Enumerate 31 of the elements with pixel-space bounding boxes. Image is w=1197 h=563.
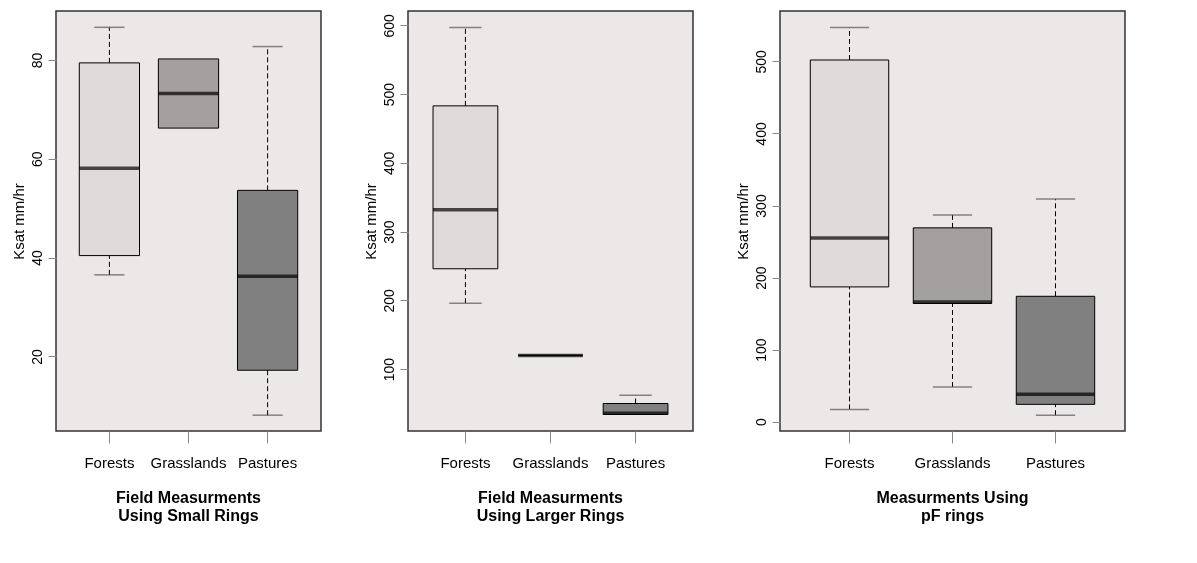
y-tick-label: 300: [752, 194, 769, 218]
y-tick-label: 40: [28, 250, 45, 266]
y-axis-title: Ksat mm/hr: [361, 183, 379, 260]
x-tick-label: Grasslands: [150, 453, 227, 471]
y-axis-title: Ksat mm/hr: [9, 183, 27, 260]
y-tick-label: 0: [752, 418, 769, 427]
y-tick-label: 20: [28, 348, 45, 365]
y-tick-label: 200: [380, 289, 397, 313]
x-tick-label: Pastures: [238, 453, 298, 471]
x-tick-label: Forests: [84, 453, 135, 471]
y-tick-label: 400: [380, 151, 397, 176]
y-tick-label: 500: [380, 82, 397, 107]
y-tick-label: 300: [380, 220, 397, 244]
x-tick-label: Pastures: [605, 453, 666, 471]
y-tick-label: 400: [752, 122, 769, 146]
y-tick-label: 100: [380, 357, 397, 382]
y-tick-label: 200: [752, 266, 769, 290]
y-tick-label: 100: [752, 338, 769, 362]
text: Measurments Using pF rings: [876, 489, 1029, 524]
x-tick-label: Grasslands: [512, 453, 589, 471]
text: Field Measurments Using Larger Rings: [476, 489, 625, 524]
y-tick-label: 80: [28, 52, 45, 69]
y-axis-title: Ksat mm/hr: [733, 183, 751, 260]
x-tick-label: Pastures: [1025, 453, 1086, 471]
y-tick-label: 60: [28, 151, 45, 168]
y-tick-label: 500: [752, 50, 769, 74]
text: Field Measurments Using Small Rings: [116, 489, 262, 524]
y-tick-label: 600: [380, 14, 397, 38]
x-tick-label: Forests: [440, 453, 491, 471]
x-tick-label: Grasslands: [914, 453, 991, 471]
x-tick-label: Forests: [824, 453, 875, 471]
